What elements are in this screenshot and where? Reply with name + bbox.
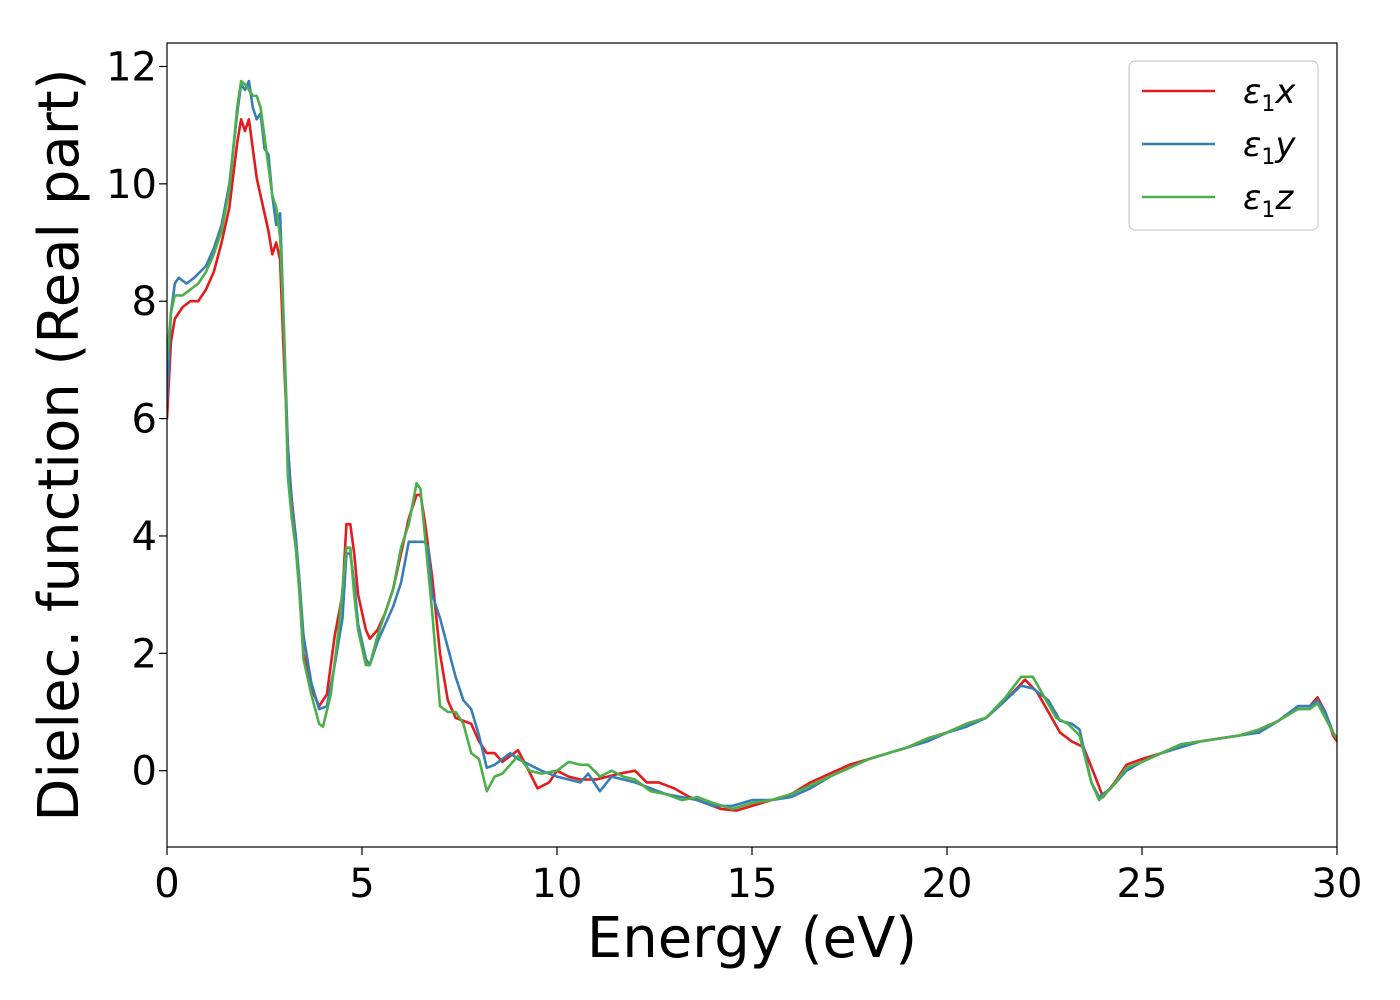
- legend-component: z: [1274, 178, 1294, 218]
- series-line-x: [167, 118, 1337, 812]
- legend-label-y: ε1y: [1243, 125, 1296, 170]
- y-tick-label-12: 12: [106, 44, 157, 90]
- series-layer: [167, 79, 1337, 812]
- legend-symbol: ε: [1243, 72, 1261, 112]
- legend-label-x: ε1x: [1243, 72, 1296, 117]
- legend-symbol: ε: [1243, 125, 1261, 165]
- legend-box: [1128, 60, 1319, 231]
- legend-subscript: 1: [1261, 92, 1275, 117]
- x-tick-label-0: 0: [154, 861, 179, 907]
- y-tick-label-10: 10: [106, 162, 157, 208]
- y-tick-label-4: 4: [132, 514, 157, 560]
- legend-subscript: 1: [1261, 145, 1275, 170]
- legend-label-z: ε1z: [1243, 178, 1294, 223]
- x-tick-label-25: 25: [1117, 861, 1168, 907]
- legend-symbol: ε: [1243, 178, 1261, 218]
- legend-component: y: [1274, 125, 1296, 165]
- y-tick-label-6: 6: [132, 397, 157, 443]
- y-axis-label: Dielec. function (Real part): [27, 68, 92, 821]
- x-tick-label-15: 15: [727, 861, 778, 907]
- y-tick-label-2: 2: [132, 631, 157, 677]
- y-axis-ticks: 0 2 4 6 8 10 12: [106, 44, 167, 795]
- x-axis-ticks: 0 5 10 15 20 25 30: [154, 847, 1362, 907]
- x-tick-label-30: 30: [1312, 861, 1363, 907]
- legend-component: x: [1274, 72, 1296, 112]
- legend-subscript: 1: [1261, 198, 1275, 223]
- y-tick-label-8: 8: [132, 279, 157, 325]
- y-tick-label-0: 0: [132, 749, 157, 795]
- series-line-z: [167, 79, 1337, 811]
- x-tick-label-20: 20: [922, 861, 973, 907]
- x-axis-label: Energy (eV): [587, 906, 917, 971]
- x-tick-label-5: 5: [349, 861, 374, 907]
- x-tick-label-10: 10: [532, 861, 583, 907]
